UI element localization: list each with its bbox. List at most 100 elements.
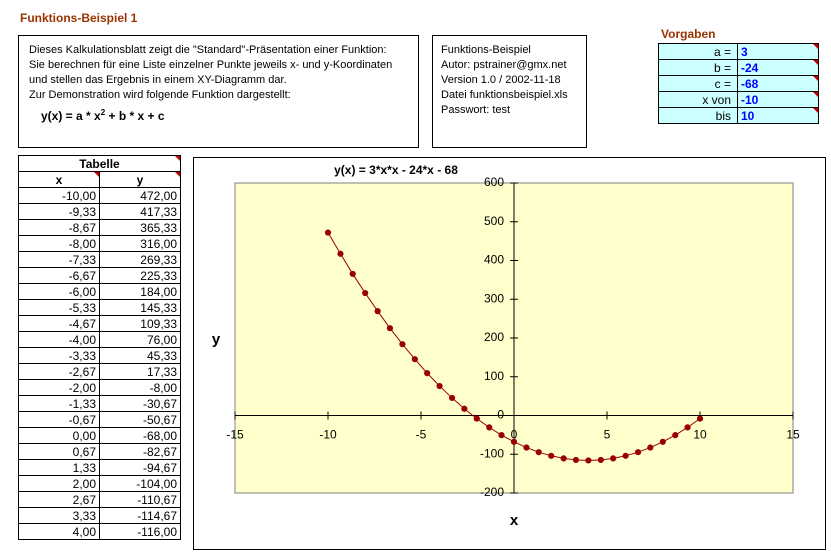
- table-row: -6,67 225,33: [18, 267, 181, 284]
- y-axis-label: y: [212, 331, 221, 348]
- table-row: -9,33 417,33: [18, 203, 181, 220]
- table-cell: 472,00: [99, 187, 181, 204]
- data-point: [647, 444, 654, 451]
- table-cell: -104,00: [99, 475, 181, 492]
- x-tick-label: -5: [416, 428, 427, 442]
- formula-text: y(x) = a * x: [41, 109, 101, 123]
- table-cell: -0,67: [18, 411, 100, 428]
- table-cell: 0,67: [18, 443, 100, 460]
- description-box: Dieses Kalkulationsblatt zeigt die "Stan…: [18, 35, 419, 148]
- column-header: y: [99, 171, 181, 188]
- data-point: [324, 229, 332, 236]
- data-point: [684, 424, 691, 431]
- data-point: [510, 438, 518, 445]
- data-point: [349, 270, 356, 278]
- x-tick-label: 15: [786, 428, 800, 442]
- description-line: und stellen das Ergebnis in einem XY-Dia…: [29, 74, 287, 86]
- table-cell: -4,00: [18, 331, 100, 348]
- description-lines: Dieses Kalkulationsblatt zeigt die "Stan…: [29, 43, 418, 103]
- data-point: [399, 341, 406, 348]
- table-row: -4,00 76,00: [18, 331, 181, 348]
- data-point: [622, 452, 629, 459]
- parameter-value: -10: [737, 91, 819, 108]
- table-cell: -6,67: [18, 267, 100, 284]
- table-row: 2,67 -110,67: [18, 491, 181, 508]
- parameter-label: x von: [658, 91, 738, 108]
- table-row: 0,67 -82,67: [18, 443, 181, 460]
- table-row: 3,33 -114,67: [18, 507, 181, 524]
- vorgaben-row: c = -68: [658, 75, 819, 92]
- y-tick-label: -200: [480, 485, 504, 499]
- table-cell: 76,00: [99, 331, 181, 348]
- table-cell: 109,33: [99, 315, 181, 332]
- table-cell: -50,67: [99, 411, 181, 428]
- x-tick-label: 0: [511, 428, 518, 442]
- y-tick-label: -100: [480, 446, 504, 460]
- table-cell: -10,00: [18, 187, 100, 204]
- formula-text: + b * x + c: [108, 109, 165, 123]
- table-cell: -9,33: [18, 203, 100, 220]
- table-cell: -114,67: [99, 507, 181, 524]
- table-row: -8,67 365,33: [18, 219, 181, 236]
- parameter-value: 10: [737, 107, 819, 124]
- y-tick-label: 200: [484, 330, 504, 344]
- data-point: [572, 456, 580, 464]
- table-row: -8,00 316,00: [18, 235, 181, 252]
- data-point: [386, 325, 394, 332]
- table-row: 0,00 -68,00: [18, 427, 181, 444]
- data-point: [560, 455, 567, 462]
- table-cell: -8,00: [99, 379, 181, 396]
- data-point: [585, 457, 592, 464]
- parameter-label: c =: [658, 75, 738, 92]
- table-row: -5,33 145,33: [18, 299, 181, 316]
- table-cell: 17,33: [99, 363, 181, 380]
- vorgaben-table: a = 3 b = -24 c = -68 x von -10 bis 10: [658, 43, 819, 124]
- vorgaben-row: bis 10: [658, 107, 819, 124]
- table-cell: -2,67: [18, 363, 100, 380]
- table-cell: -7,33: [18, 251, 100, 268]
- table-cell: 0,00: [18, 427, 100, 444]
- vorgaben-row: x von -10: [658, 91, 819, 108]
- y-tick-label: 500: [484, 214, 504, 228]
- parameter-label: bis: [658, 107, 738, 124]
- x-axis-label: x: [510, 512, 519, 529]
- table-row: 2,00 -104,00: [18, 475, 181, 492]
- y-tick-label: 300: [484, 291, 504, 305]
- data-point: [634, 449, 642, 456]
- description-line: Zur Demonstration wird folgende Funktion…: [29, 89, 291, 101]
- description-line: Dieses Kalkulationsblatt zeigt die "Stan…: [29, 44, 387, 56]
- table-cell: 184,00: [99, 283, 181, 300]
- info-box: Funktions-Beispiel Autor: pstrainer@gmx.n…: [432, 35, 587, 148]
- table-cell: -30,67: [99, 395, 181, 412]
- parameter-value: 3: [737, 43, 819, 60]
- sheet-title: Funktions-Beispiel 1: [20, 11, 138, 25]
- data-point: [548, 452, 555, 459]
- data-point: [498, 432, 505, 439]
- table-cell: -68,00: [99, 427, 181, 444]
- info-line: Datei funktionsbeispiel.xls: [441, 89, 568, 101]
- table-row: -7,33 269,33: [18, 251, 181, 268]
- info-line: Version 1.0 / 2002-11-18: [441, 74, 561, 86]
- x-tick-label: 5: [604, 428, 611, 442]
- data-point: [535, 449, 542, 456]
- data-point: [672, 432, 679, 439]
- formula-exponent: 2: [100, 108, 106, 117]
- y-tick-label: 600: [484, 175, 504, 189]
- table-cell: 4,00: [18, 523, 100, 540]
- data-point: [597, 456, 604, 464]
- x-tick-label: -15: [226, 428, 244, 442]
- table-cell: 269,33: [99, 251, 181, 268]
- table-cell: -110,67: [99, 491, 181, 508]
- table-cell: -6,00: [18, 283, 100, 300]
- table-cell: 417,33: [99, 203, 181, 220]
- table-cell: 1,33: [18, 459, 100, 476]
- parameter-value: -24: [737, 59, 819, 76]
- table-cell: -8,00: [18, 235, 100, 252]
- info-line: Autor: pstrainer@gmx.net: [441, 59, 567, 71]
- table-cell: 2,00: [18, 475, 100, 492]
- parameter-label: a =: [658, 43, 738, 60]
- chart-title: y(x) = 3*x*x - 24*x - 68: [334, 163, 458, 177]
- tabelle-table: Tabelle x y -10,00 472,00 -9,33 417,33 -8,67 365…: [18, 155, 181, 540]
